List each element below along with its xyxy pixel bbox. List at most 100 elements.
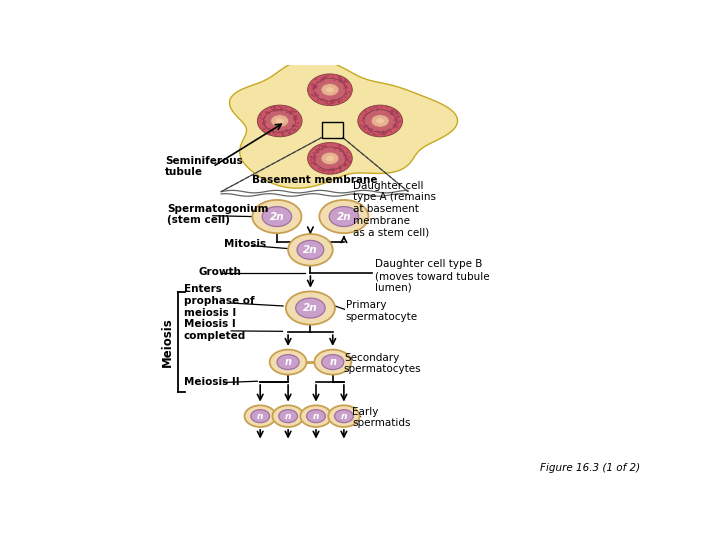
Ellipse shape [262,207,292,227]
Ellipse shape [343,87,346,89]
Ellipse shape [394,111,396,112]
Ellipse shape [343,154,346,156]
Ellipse shape [292,125,294,127]
Ellipse shape [323,170,325,172]
Ellipse shape [328,406,359,427]
Ellipse shape [312,88,314,90]
Ellipse shape [399,120,401,122]
Ellipse shape [321,84,339,96]
Ellipse shape [343,81,346,83]
Ellipse shape [264,125,266,127]
Ellipse shape [281,108,283,110]
Ellipse shape [296,123,298,124]
Ellipse shape [360,125,362,126]
Ellipse shape [289,113,292,115]
Ellipse shape [274,106,276,108]
Ellipse shape [397,116,400,117]
Ellipse shape [271,115,289,127]
Ellipse shape [263,122,265,123]
Text: Daughter cell
type A (remains
at basement
membrane
as a stem cell): Daughter cell type A (remains at basemen… [354,181,436,237]
Ellipse shape [344,164,346,165]
Text: Figure 16.3 (1 of 2): Figure 16.3 (1 of 2) [539,463,639,473]
Ellipse shape [272,406,304,427]
Ellipse shape [339,167,341,168]
Ellipse shape [358,105,402,137]
Ellipse shape [366,126,369,127]
Ellipse shape [310,159,312,161]
Ellipse shape [291,112,293,113]
Ellipse shape [289,111,292,113]
Text: Early
spermatids: Early spermatids [352,407,410,428]
Ellipse shape [272,132,275,133]
Ellipse shape [339,168,341,170]
Text: 2n: 2n [303,245,318,255]
Text: Meiosis I
completed: Meiosis I completed [184,319,246,341]
Text: n: n [285,411,292,421]
Ellipse shape [338,146,341,147]
Ellipse shape [286,129,288,131]
Ellipse shape [392,114,394,116]
Ellipse shape [291,111,293,112]
Ellipse shape [368,129,370,131]
Text: 2n: 2n [269,212,284,221]
Ellipse shape [278,106,280,107]
Ellipse shape [315,87,317,89]
Ellipse shape [345,155,347,157]
Ellipse shape [310,162,313,164]
Ellipse shape [323,102,325,104]
Ellipse shape [377,109,379,111]
Ellipse shape [369,129,371,130]
Ellipse shape [314,93,316,94]
Ellipse shape [314,147,346,170]
Ellipse shape [279,131,281,133]
Ellipse shape [361,119,364,121]
Ellipse shape [296,126,299,127]
Ellipse shape [264,120,266,122]
Ellipse shape [385,107,387,109]
Ellipse shape [362,118,364,119]
Ellipse shape [314,157,316,159]
Ellipse shape [396,126,398,127]
Ellipse shape [311,94,314,96]
Ellipse shape [342,150,344,152]
Ellipse shape [298,122,300,124]
Ellipse shape [347,159,349,160]
Ellipse shape [265,111,267,113]
Ellipse shape [377,107,379,109]
Ellipse shape [338,77,340,78]
Text: n: n [329,357,336,367]
Ellipse shape [376,118,384,124]
Ellipse shape [338,98,341,99]
Ellipse shape [395,111,397,113]
Text: n: n [257,411,264,421]
Ellipse shape [349,160,351,162]
Ellipse shape [380,106,383,108]
Ellipse shape [320,99,323,101]
Ellipse shape [339,151,341,152]
Ellipse shape [315,149,317,151]
Ellipse shape [348,91,351,93]
Ellipse shape [363,117,365,119]
Ellipse shape [375,134,377,136]
Ellipse shape [324,146,327,147]
Ellipse shape [337,145,339,146]
Ellipse shape [330,103,333,104]
Ellipse shape [366,125,368,126]
Text: 2n: 2n [303,303,318,313]
Ellipse shape [313,163,315,165]
Ellipse shape [341,80,343,82]
Text: Mitosis: Mitosis [224,239,266,249]
Ellipse shape [318,146,320,147]
Ellipse shape [270,107,272,109]
Ellipse shape [311,158,313,159]
Ellipse shape [284,110,286,111]
Ellipse shape [382,132,384,134]
Ellipse shape [317,82,319,83]
Text: 2n: 2n [336,212,351,221]
Ellipse shape [390,113,392,114]
Ellipse shape [253,200,302,233]
PathPatch shape [230,59,458,188]
Ellipse shape [338,76,341,78]
Ellipse shape [321,148,323,150]
Ellipse shape [245,406,276,427]
